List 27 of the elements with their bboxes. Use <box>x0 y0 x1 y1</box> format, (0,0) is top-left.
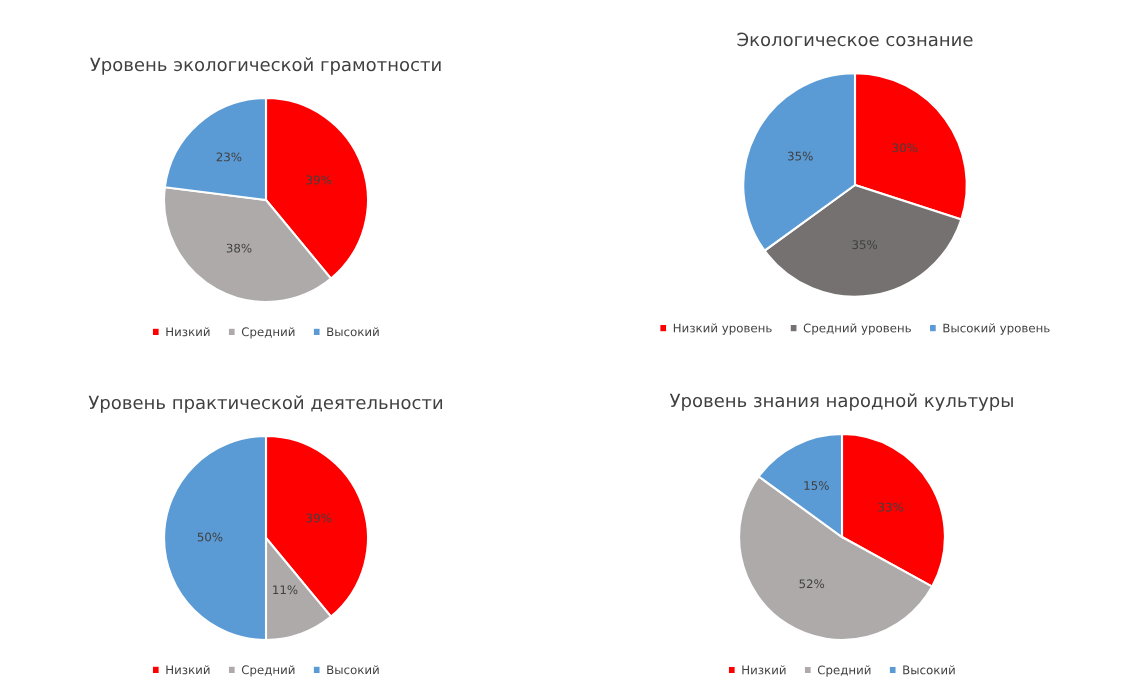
data-label: 50% <box>197 532 223 542</box>
data-label: 11% <box>273 585 298 595</box>
legend-label: Высокий уровень <box>943 323 1050 335</box>
data-label: 33% <box>878 502 904 512</box>
chart-title: Экологическое сознание <box>737 32 973 47</box>
legend-label: Низкий <box>166 327 210 337</box>
data-label: 52% <box>799 579 825 589</box>
legend-label: Низкий уровень <box>673 323 772 335</box>
data-label: 23% <box>216 152 242 162</box>
chart-title: Уровень практической деятельности <box>88 395 443 413</box>
legend-label: Высокий <box>327 665 379 675</box>
legend-label: Высокий <box>903 665 955 675</box>
data-label: 30% <box>892 143 918 153</box>
legend-label: Высокий <box>327 327 379 337</box>
data-label: 39% <box>306 175 332 185</box>
legend-label: Средний <box>241 327 295 339</box>
legend-label: Низкий <box>742 665 786 675</box>
chart-title: Уровень экологической грамотности <box>90 57 441 75</box>
legend-label: Низкий <box>166 665 210 675</box>
legend-label: Средний <box>241 665 295 677</box>
chart-title: Уровень знания народной культуры <box>669 393 1013 411</box>
data-label: 38% <box>226 243 252 253</box>
data-label: 15% <box>804 481 829 490</box>
legend-label: Средний уровень <box>803 323 911 335</box>
data-label: 39% <box>306 513 332 523</box>
data-label: 35% <box>788 151 813 161</box>
legend-label: Средний <box>817 665 871 677</box>
